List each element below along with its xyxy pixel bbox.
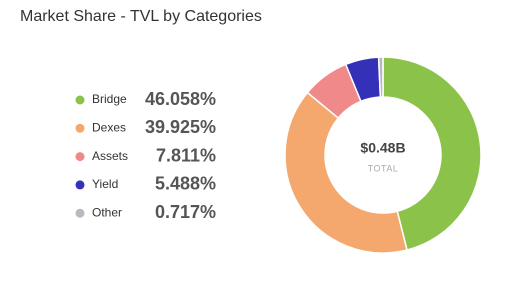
legend-label: Yield (92, 177, 118, 191)
legend-marker (75, 95, 85, 105)
legend-value: 46.058% (145, 89, 216, 109)
legend-value: 39.925% (145, 117, 216, 137)
legend-value: 7.811% (156, 145, 216, 165)
legend-label: Other (92, 205, 122, 219)
center-value: $0.48B (360, 140, 405, 156)
legend-marker (75, 123, 85, 133)
legend-label: Bridge (92, 92, 127, 106)
donut-slice (377, 56, 384, 98)
legend-marker (75, 180, 85, 190)
legend-label: Assets (92, 149, 128, 163)
legend-label: Dexes (92, 120, 126, 134)
donut-slice (382, 56, 482, 251)
legend-value: 0.717% (155, 202, 216, 222)
chart-title: Market Share - TVL by Categories (20, 8, 262, 25)
legend-value: 5.488% (155, 174, 216, 194)
center-label: TOTAL (368, 163, 399, 173)
legend-marker (75, 152, 85, 162)
legend-marker (75, 208, 85, 218)
donut-slice (284, 91, 408, 254)
